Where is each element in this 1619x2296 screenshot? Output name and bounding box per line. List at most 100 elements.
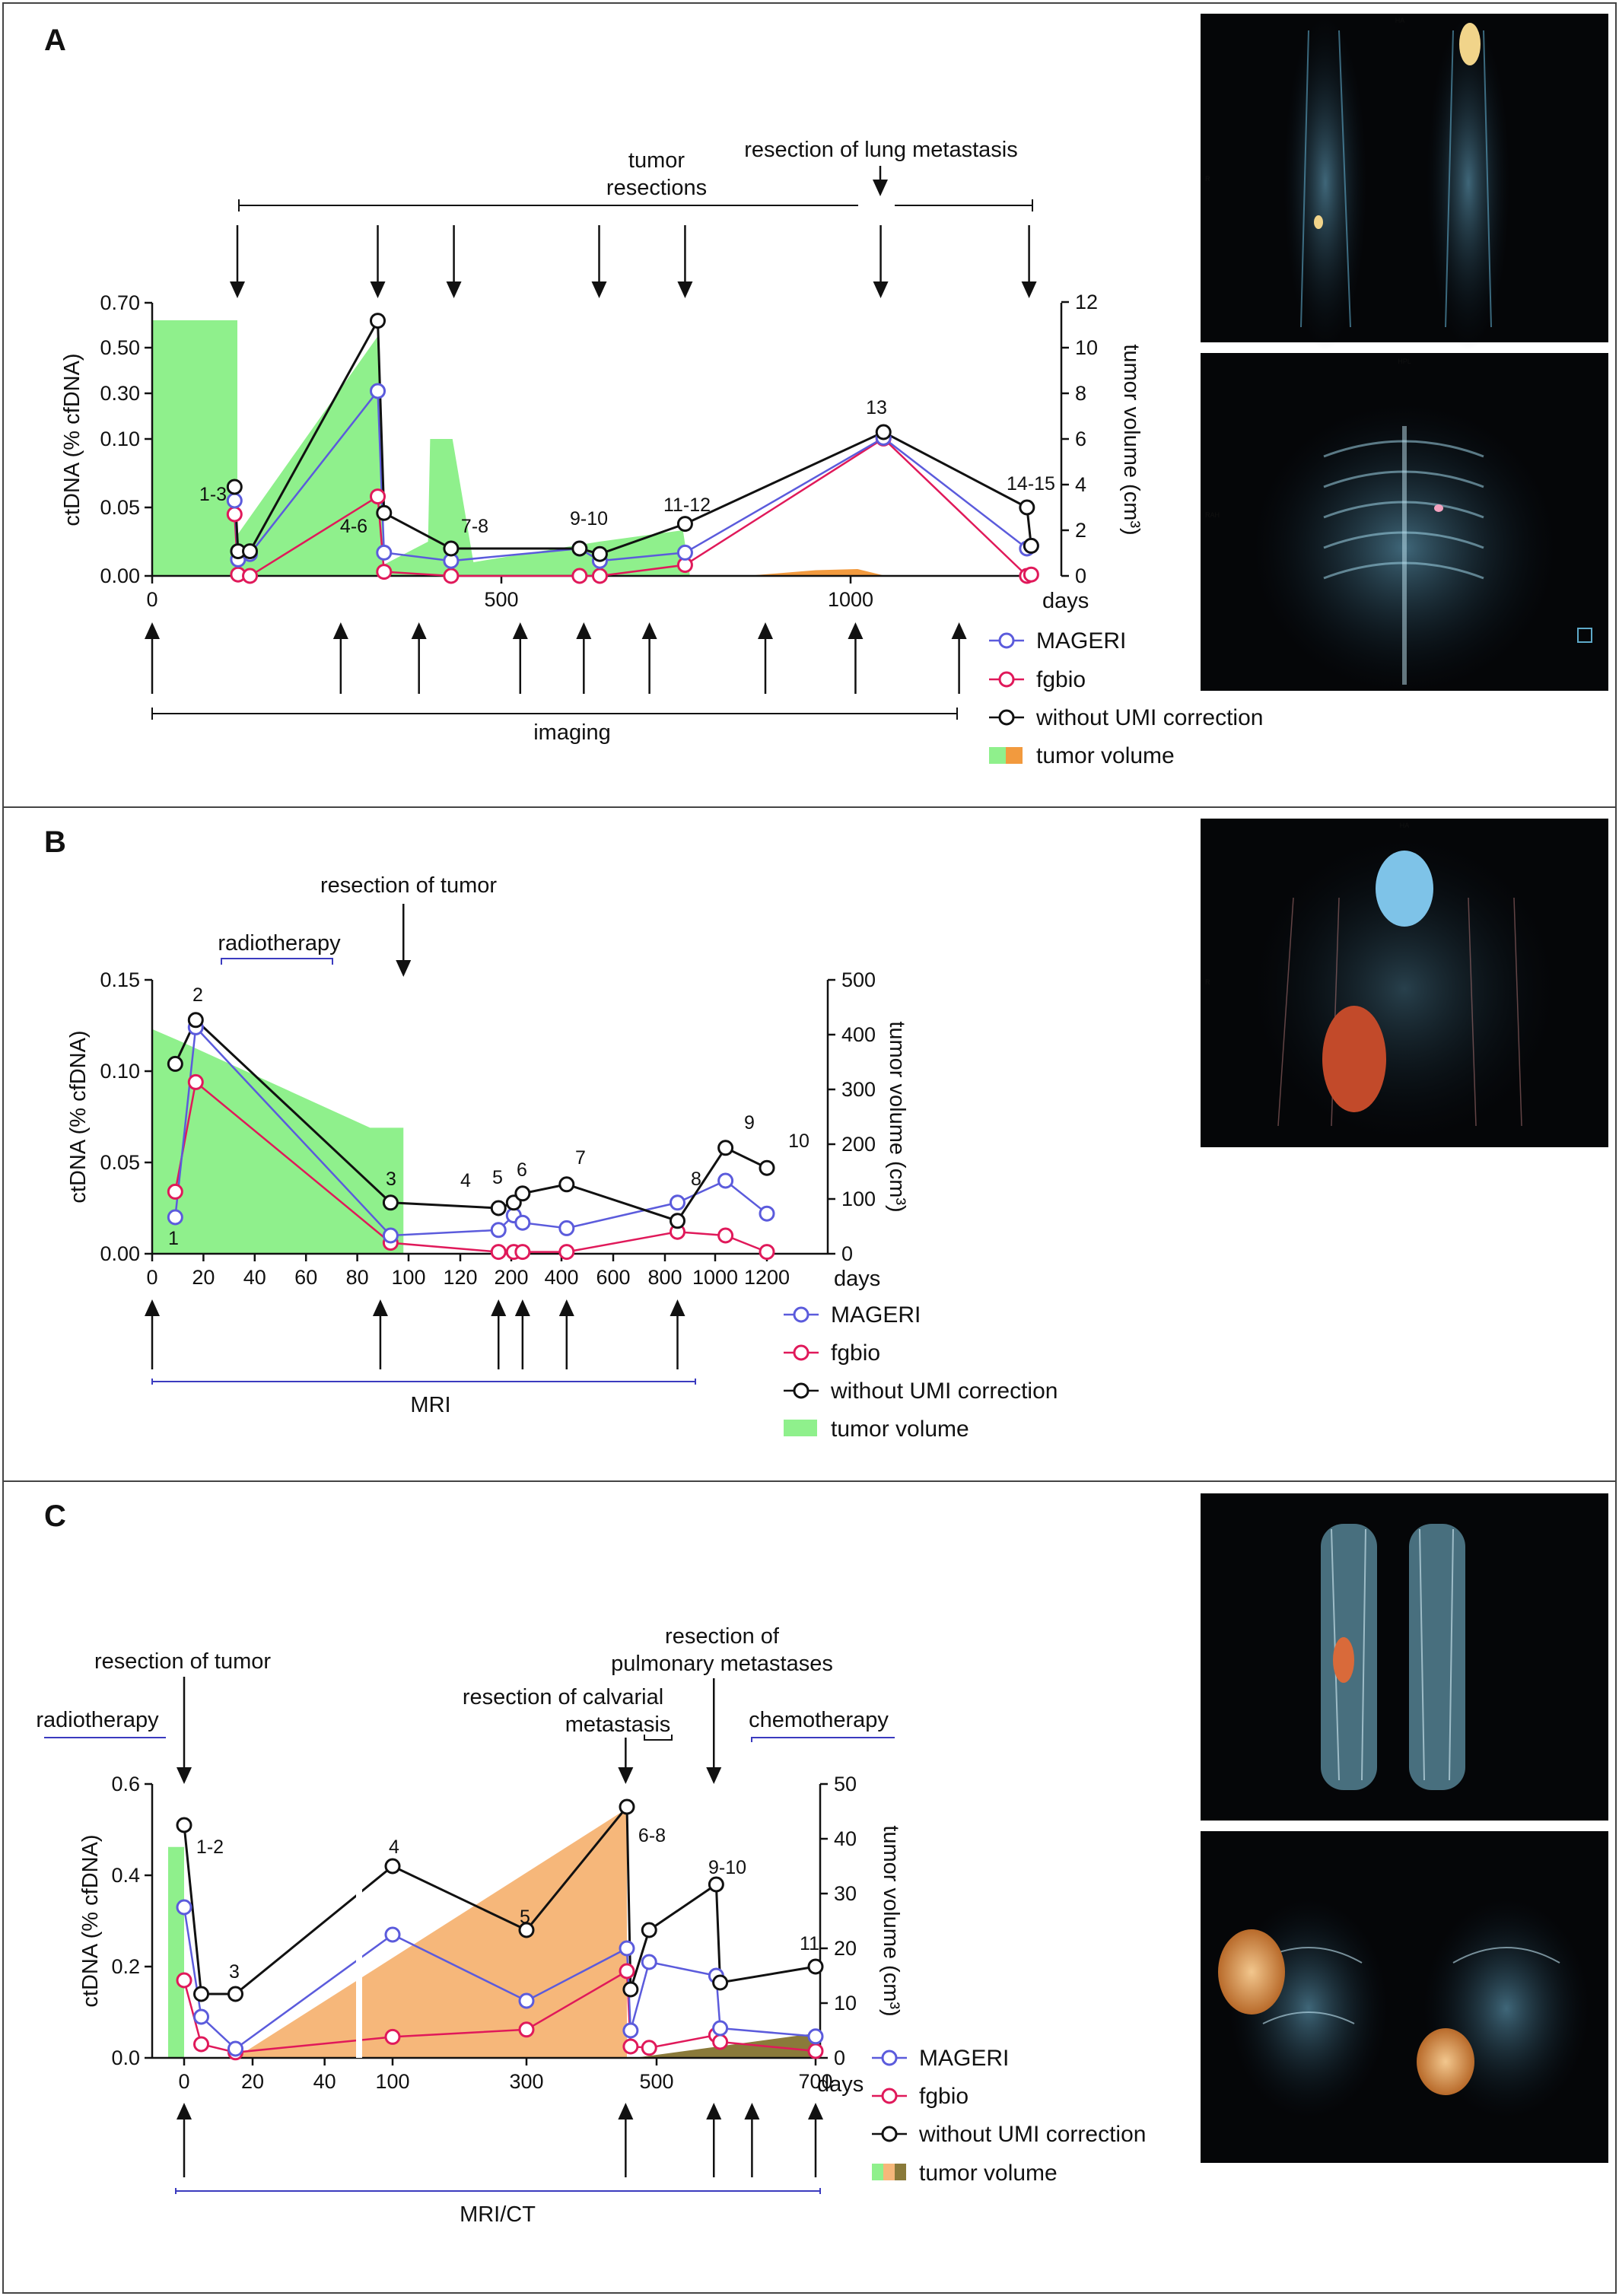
data-point-fgbio: [571, 568, 588, 584]
point-label: 9: [744, 1112, 755, 1134]
event-arrow-down-head: [706, 1767, 722, 1784]
data-point-no-umi: [490, 1200, 507, 1216]
point-label: 2: [192, 984, 203, 1006]
legend-b-fgbio-label: fgbio: [831, 1340, 880, 1366]
legend-no-umi-marker: [998, 709, 1015, 726]
data-point-no-umi: [591, 545, 608, 562]
panel-a-ann-tumor: tumor: [628, 148, 685, 173]
y-tick-label: 0.70: [100, 291, 140, 314]
legend-b-mageri-marker: [793, 1306, 810, 1323]
point-label: 8: [691, 1169, 701, 1190]
panel-a-ann-imaging: imaging: [533, 720, 611, 745]
data-point-fgbio: [514, 1244, 531, 1261]
event-arrow-up-head: [744, 2103, 760, 2120]
data-point-fgbio: [376, 564, 393, 580]
data-point-mageri: [619, 1940, 635, 1957]
point-label: 4: [460, 1170, 471, 1191]
data-point-no-umi: [370, 313, 386, 329]
data-point-no-umi: [376, 504, 393, 521]
panel-c-mri-bracket: [175, 2188, 821, 2194]
point-label: 13: [866, 397, 887, 418]
point-label: 6: [517, 1159, 527, 1181]
legend-tumor-orange-swatch: [1006, 747, 1023, 764]
ct-chest-label-top: HPL: [1398, 358, 1411, 365]
data-point-no-umi: [227, 1986, 243, 2002]
data-point-no-umi: [558, 1176, 575, 1193]
lung-metastasis-arrow-top-head: [873, 180, 888, 196]
x-tick-label: 600: [596, 1266, 630, 1289]
panel-b-chart: 0.00 0.05 0.10 0.15 0 100 200 300 400 500 0 20 40 60 8…: [66, 873, 909, 1417]
legend-b-no-umi-marker: [793, 1382, 810, 1399]
x-tick-label: 0: [146, 1266, 157, 1289]
panel-b-ann-mri: MRI: [410, 1393, 450, 1417]
panel-c-calvarial-bracket: [644, 1735, 673, 1741]
legend-c-tumor-green-swatch: [872, 2164, 883, 2180]
x-tick-label: 1000: [692, 1266, 738, 1289]
event-arrow-down-head: [229, 281, 245, 298]
event-arrow-up-head: [641, 622, 657, 639]
point-label: 7-8: [461, 516, 488, 537]
legend-b-fgbio-marker: [793, 1344, 810, 1361]
event-arrow-down-head: [1021, 281, 1037, 298]
panel-letter-c: C: [44, 1499, 66, 1533]
x-tick-label: 500: [484, 588, 518, 611]
data-point-mageri: [712, 2020, 729, 2037]
point-label: 9-10: [708, 1857, 746, 1878]
x-tick-label: 300: [509, 2070, 543, 2093]
ct-skull-render: [1201, 1831, 1608, 2163]
data-point-fgbio: [167, 1183, 183, 1200]
event-arrow-down-head: [677, 281, 693, 298]
data-point-fgbio: [641, 2040, 657, 2056]
x-tick-label: 60: [294, 1266, 317, 1289]
data-point-no-umi: [759, 1159, 775, 1176]
panel-c-left-axis-title: ctDNA (% cfDNA): [78, 1834, 103, 2007]
event-arrow-up-head: [808, 2103, 823, 2120]
y2-tick-label: 0: [834, 2046, 845, 2069]
legend-b-no-umi-label: without UMI correction: [830, 1379, 1058, 1404]
mri-pelvis-label-side: R: [1205, 978, 1210, 986]
panel-c-frame: [2, 1480, 1617, 2294]
point-label: 1: [168, 1228, 179, 1249]
ct-legs-label-side: R: [1205, 175, 1210, 183]
y-tick-label: 0.2: [111, 1955, 140, 1978]
panel-c-ann-calvarial-2: metastasis: [565, 1712, 671, 1737]
event-arrow-down-head: [177, 1767, 192, 1784]
event-arrow-up-head: [145, 1299, 160, 1316]
panel-c-ann-resection-tumor: resection of tumor: [94, 1649, 271, 1674]
legend-fgbio-marker: [998, 671, 1015, 688]
legend-b-mageri-label: MAGERI: [831, 1302, 921, 1328]
data-point-mageri: [382, 1227, 399, 1244]
y2-tick-label: 200: [841, 1133, 876, 1156]
point-label: 4-6: [340, 516, 367, 537]
point-label: 7: [575, 1147, 586, 1169]
data-point-mageri: [176, 1899, 192, 1916]
event-arrow-down-head: [370, 281, 386, 298]
panel-a-ann-resections: resections: [606, 176, 707, 200]
legend-c-fgbio-label: fgbio: [919, 2084, 969, 2109]
data-point-no-umi: [708, 1876, 724, 1893]
y-tick-label: 0.15: [100, 968, 140, 991]
data-point-no-umi: [382, 1194, 399, 1211]
data-point-mageri: [670, 1194, 685, 1211]
data-point-fgbio: [518, 2021, 535, 2038]
tumor-volume-area-green: [168, 1846, 184, 2058]
event-arrow-up-head: [558, 1299, 574, 1316]
event-arrow-down-head: [591, 281, 607, 298]
x-tick-label: 200: [494, 1266, 528, 1289]
data-point-no-umi: [514, 1185, 531, 1202]
x-tick-label: 0: [178, 2070, 189, 2093]
mri-pelvis-label-top: HA: [1400, 822, 1410, 829]
data-point-fgbio: [759, 1244, 775, 1261]
x-tick-label: 40: [313, 2070, 336, 2093]
x-tick-label: 80: [346, 1266, 369, 1289]
x-tick-label: 1000: [828, 588, 873, 611]
data-point-no-umi: [670, 1213, 685, 1229]
event-arrow-up-head: [618, 2103, 634, 2120]
y-tick-label: 0.10: [100, 1060, 140, 1083]
legend-c-tumor-dark-swatch: [895, 2164, 906, 2180]
x-tick-label: 500: [639, 2070, 673, 2093]
y2-tick-label: 20: [834, 1937, 857, 1960]
point-label: 10: [788, 1131, 810, 1152]
tumor-volume-area-green: [152, 1029, 404, 1254]
y2-tick-label: 4: [1075, 473, 1086, 496]
